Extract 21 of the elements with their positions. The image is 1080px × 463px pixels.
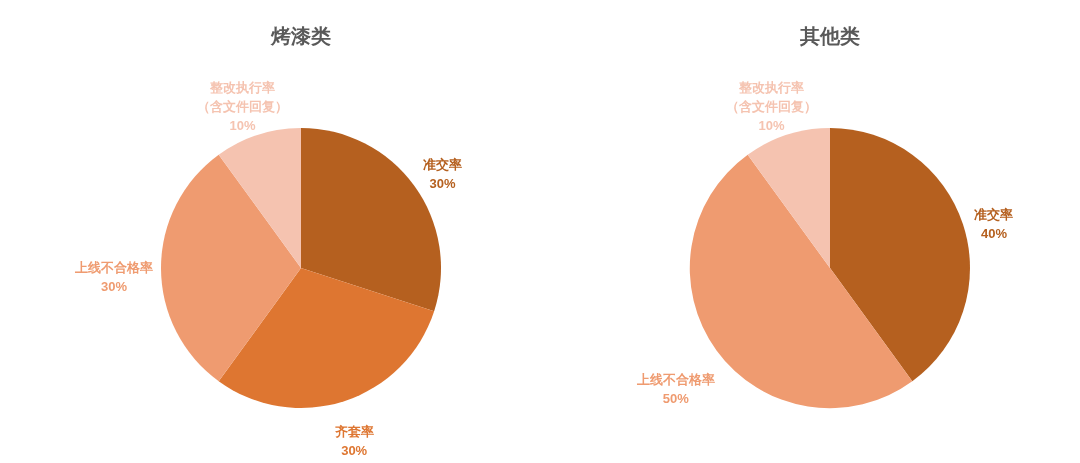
chart-title: 烤漆类 [270,25,331,47]
pie-slice [218,128,301,268]
data-label: 10% [229,118,256,134]
slice-label: 整改执行率（含文件回复） [726,80,818,115]
chart-title: 其他类 [799,25,860,47]
data-label: 30% [100,279,128,294]
slice-label: 整改执行率（含文件回复） [197,80,289,115]
pie-slice [830,128,970,382]
slice-label: 上线不合格率 [635,372,715,388]
slice-label: 准交率 [423,157,463,173]
data-label: 40% [980,225,1008,241]
slice-label: 准交率 [974,206,1014,222]
pie-slice [218,268,435,408]
data-label: 50% [662,391,690,407]
slice-label: 齐套率 [334,423,374,439]
data-label: 30% [341,442,368,458]
pie-slice [747,128,830,268]
data-label: 10% [758,118,785,134]
pie-slice [161,154,301,382]
slice-label: 上线不合格率 [74,260,153,275]
data-label: 30% [429,176,456,192]
